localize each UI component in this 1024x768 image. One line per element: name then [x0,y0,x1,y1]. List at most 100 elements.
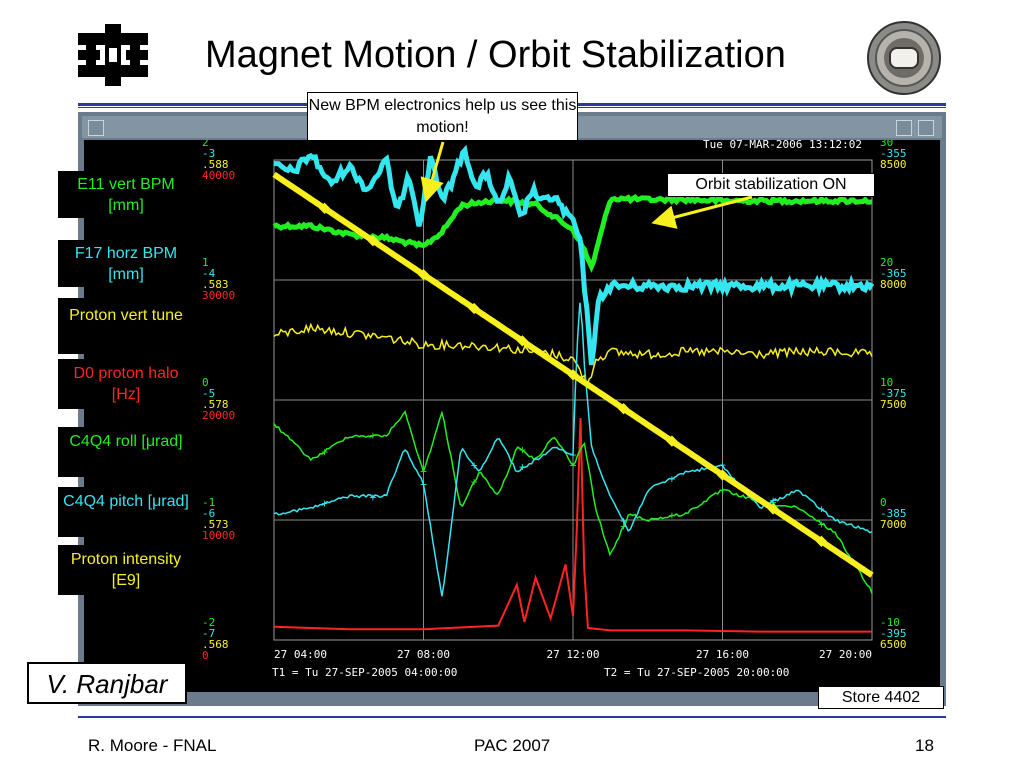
slide-title: Magnet Motion / Orbit Stabilization [205,34,786,76]
legend-label-0: E11 vert BPM [mm] [58,171,194,218]
right-axis-tick-cyan: -395 [880,627,907,640]
series-line-4 [273,410,873,594]
legend-label-2: Proton vert tune [58,298,194,354]
window-menu-button[interactable] [88,120,104,136]
series-marker: + [770,496,777,510]
series-line-2 [273,322,873,388]
intensity-marker [567,369,579,381]
series-marker: + [668,472,675,486]
left-axis-tick-red: 20000 [202,409,235,422]
series-marker: + [471,475,478,489]
x-axis-tick-label: 27 04:00 [274,648,327,661]
right-axis-tick-yellow: 7500 [880,398,907,411]
left-axis-tick-cyan: -5 [202,387,215,400]
left-axis-tick-cyan: -6 [202,507,215,520]
series-marker: + [719,458,726,472]
right-axis-tick-green: 20 [880,256,893,269]
left-axis-tick-green: 2 [202,140,209,149]
left-axis-tick-yellow: .578 [202,398,229,411]
right-axis-tick-green: 0 [880,496,887,509]
series-marker: + [569,448,576,462]
legend-label-6: Proton intensity [E9] [58,545,194,595]
window-minimize-button[interactable] [896,120,912,136]
callout-orbit-stabilization: Orbit stabilization ON [667,173,875,197]
series-marker: + [420,464,427,478]
series-line-5 [273,302,873,597]
left-axis-tick-yellow: .573 [202,518,229,531]
right-axis-tick-yellow: 7000 [880,518,907,531]
author-box: V. Ranjbar [27,662,187,704]
left-axis-tick-green: -1 [202,496,215,509]
series-marker: + [620,514,627,528]
left-axis-tick-green: -2 [202,616,215,629]
left-axis-tick-yellow: .583 [202,278,229,291]
arrow-to-bpm-motion [420,141,445,203]
right-axis-tick-green: 30 [880,140,893,149]
left-axis-tick-red: 30000 [202,289,235,302]
series-marker: + [668,508,675,522]
series-marker: + [770,493,777,507]
left-axis-tick-red: 40000 [202,169,235,182]
fermilab-logo-icon [78,24,148,91]
series-marker: + [818,518,825,532]
right-axis-tick-cyan: -365 [880,267,907,280]
series-marker: + [569,458,576,472]
left-axis-tick-cyan: -3 [202,147,215,160]
left-axis-tick-cyan: -7 [202,627,215,640]
series-marker: + [519,460,526,474]
left-axis-tick-green: 0 [202,376,209,389]
plot-time-start: T1 = Tu 27-SEP-2005 04:00:00 [272,666,457,679]
tevatron-beampipe-icon [866,20,942,101]
series-marker: + [620,520,627,534]
series-marker: + [420,478,427,492]
right-axis-tick-cyan: -355 [880,147,907,160]
series-marker: + [321,496,328,510]
right-axis-tick-yellow: 8500 [880,158,907,171]
legend-label-5: C4Q4 pitch [μrad] [58,487,194,537]
store-number-box: Store 4402 [818,686,944,709]
left-axis-tick-red: 10000 [202,529,235,542]
legend-label-4: C4Q4 roll [μrad] [58,427,194,477]
right-axis-tick-cyan: -375 [880,387,907,400]
intensity-marker [767,503,779,515]
right-axis-tick-cyan: -385 [880,507,907,520]
intensity-marker [716,469,729,481]
left-axis-tick-cyan: -4 [202,267,216,280]
series-marker: + [519,443,526,457]
legend-label-1: F17 horz BPM [mm] [58,240,194,287]
acnet-plot-window: Tue 07-MAR-2006 13:12:02 2 -3.588 40000 1 -4.… [78,112,946,706]
callout-bpm-electronics: New BPM electronics help us see this mot… [307,92,578,141]
intensity-marker [666,435,678,447]
footer-author: R. Moore - FNAL [88,736,217,755]
window-maximize-button[interactable] [918,120,934,136]
series-marker: + [369,429,376,443]
right-axis-tick-yellow: 8000 [880,278,907,291]
series-marker: + [818,502,825,516]
x-axis-tick-label: 27 16:00 [696,648,749,661]
left-axis-tick-yellow: .588 [202,158,229,171]
plot-screen: Tue 07-MAR-2006 13:12:02 2 -3.588 40000 1 -4.… [84,140,940,692]
series-marker: + [471,459,478,473]
right-axis-tick-yellow: 6500 [880,638,907,651]
series-marker: + [719,483,726,497]
series-marker: + [369,490,376,504]
series-marker: + [321,445,328,459]
x-axis-tick-label: 27 08:00 [397,648,450,661]
series-line-d0-halo [273,417,872,633]
series-line-1 [273,144,875,366]
right-axis-tick-green: 10 [880,376,893,389]
footer-rule [78,716,946,718]
intensity-marker [815,535,828,547]
x-axis-tick-label: 27 12:00 [547,648,600,661]
intensity-marker [417,268,430,281]
footer-conference: PAC 2007 [474,736,551,755]
footer-page-number: 18 [915,736,934,755]
intensity-marker [617,403,630,415]
left-axis-tick-green: 1 [202,256,209,269]
left-axis-tick-yellow: .568 [202,638,229,651]
arrow-to-stabilization [651,195,753,229]
intensity-marker [468,302,480,315]
left-axis-tick-red: 0 [202,649,209,662]
